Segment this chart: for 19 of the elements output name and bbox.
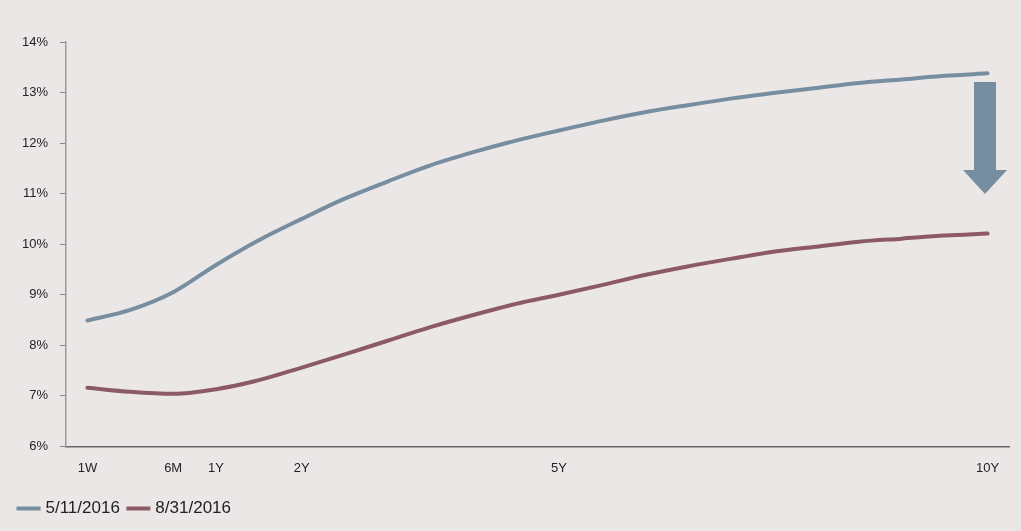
y-tick-label: 10% [21,235,49,251]
legend-label: 5/11/2016 [45,498,120,518]
y-tick-label: 7% [29,387,49,403]
line-series [85,71,990,323]
y-tick-label: 6% [29,437,49,453]
y-tick-label: 12% [21,134,49,150]
x-tick-label: 2Y [293,459,311,475]
x-tick-label: 5Y [550,459,568,475]
x-tick-label: 1Y [208,459,225,475]
x-tick-label: 1W [77,459,98,475]
y-tick-label: 11% [22,185,49,201]
line-series [85,231,990,396]
y-tick-label: 8% [29,336,49,352]
y-tick-label: 14% [21,33,49,49]
x-tick-label: 6M [164,459,183,475]
legend-label: 8/31/2016 [155,498,232,518]
y-tick-label: 13% [21,84,49,100]
x-tick-label: 10Y [976,459,1000,475]
y-tick-label: 9% [29,286,49,302]
